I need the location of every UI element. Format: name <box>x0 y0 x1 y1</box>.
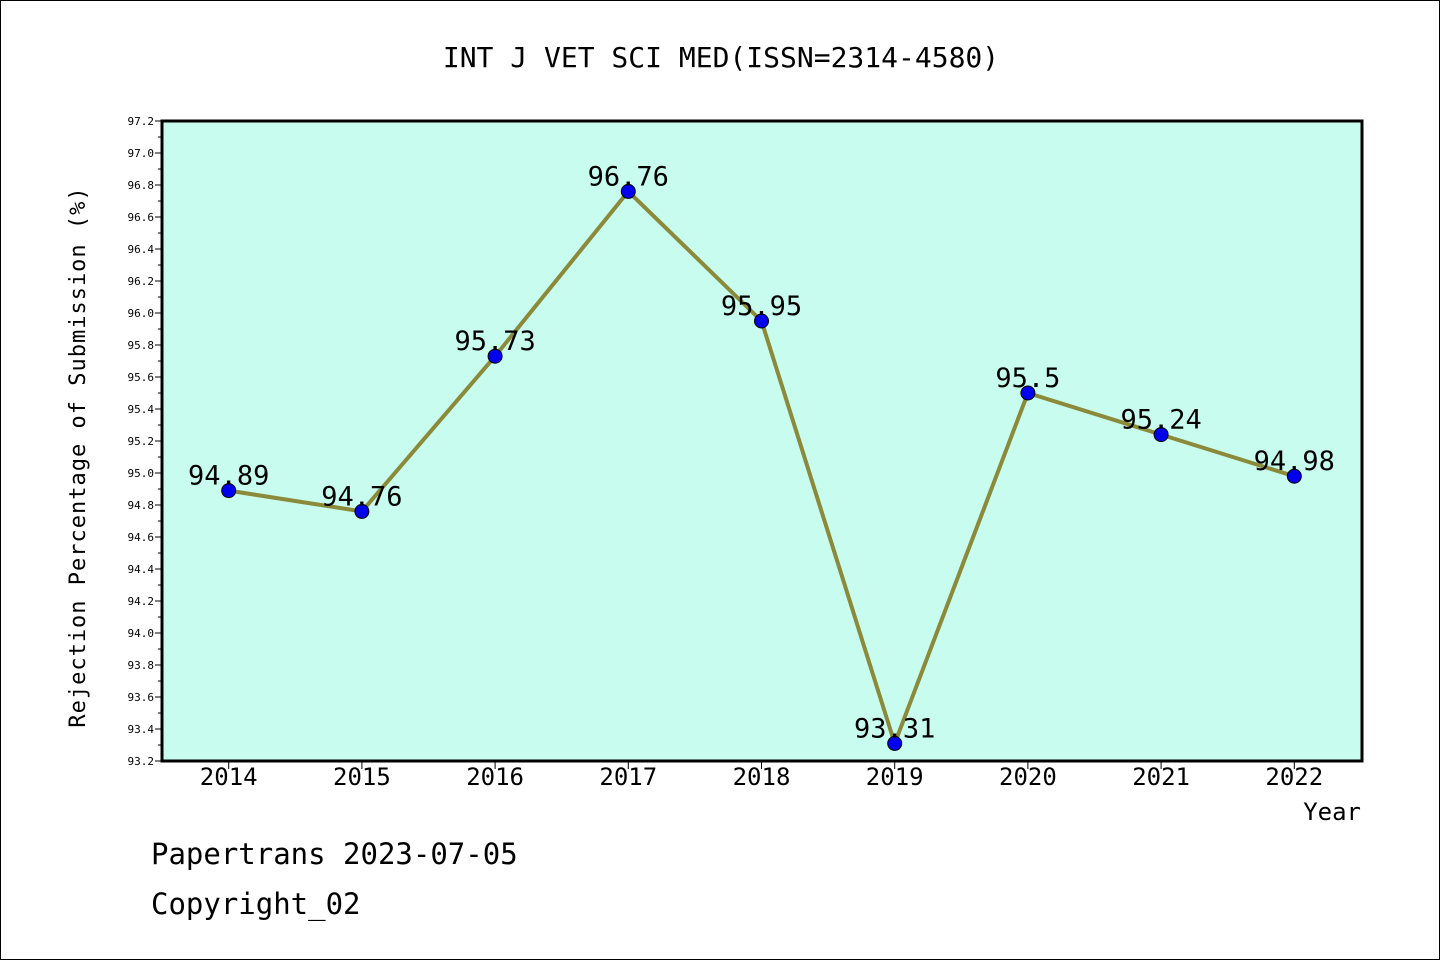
data-label: 95.5 <box>995 363 1060 394</box>
x-tick-label: 2017 <box>599 763 657 791</box>
data-label: 94.98 <box>1254 446 1335 477</box>
data-point <box>1020 385 1036 401</box>
y-axis: 93.2 93.4 93.6 93.8 94.0 94.2 94.4 94.6 94.8 95.0… <box>128 115 162 768</box>
y-tick-label: 94.2 <box>128 595 155 608</box>
data-point <box>754 313 769 329</box>
y-tick-label: 96.0 <box>128 307 155 320</box>
data-point <box>1286 468 1302 484</box>
x-tick-label: 2019 <box>866 763 924 791</box>
series-layer: 94.89 94.76 95.73 96.76 95.95 93.31 95.5 95.24 9… <box>188 161 1335 751</box>
x-tick-label: 2020 <box>999 763 1057 791</box>
y-tick-label: 94.8 <box>128 499 155 512</box>
x-axis: 2014 2015 2016 2017 2018 2019 2020 2021 2022 <box>200 761 1323 791</box>
data-point <box>1153 427 1169 443</box>
y-axis-label: Rejection Percentage of Submission (%) <box>66 186 91 727</box>
data-point <box>354 503 370 519</box>
data-point <box>487 348 503 364</box>
x-tick-label: 2022 <box>1265 763 1323 791</box>
y-tick-label: 95.2 <box>128 435 155 448</box>
y-tick-label: 94.4 <box>128 563 155 576</box>
x-tick-label: 2018 <box>733 763 791 791</box>
data-point <box>887 735 903 751</box>
y-tick-label: 96.4 <box>128 243 155 256</box>
x-tick-label: 2015 <box>333 763 391 791</box>
data-label: 93.31 <box>854 713 935 744</box>
x-tick-label: 2014 <box>200 763 258 791</box>
y-tick-label: 96.2 <box>128 275 155 288</box>
data-label: 94.89 <box>188 461 269 492</box>
y-tick-label: 93.4 <box>128 723 155 736</box>
chart-title: INT J VET SCI MED(ISSN=2314-4580) <box>443 41 999 74</box>
x-tick-label: 2016 <box>466 763 524 791</box>
y-tick-label: 96.8 <box>128 179 155 192</box>
y-tick-label: 95.4 <box>128 403 155 416</box>
y-tick-label: 95.6 <box>128 371 155 384</box>
footer-date-text: Papertrans 2023-07-05 <box>151 837 518 871</box>
data-label: 96.76 <box>588 161 669 192</box>
data-label: 95.24 <box>1120 405 1201 436</box>
y-tick-label: 94.6 <box>128 531 155 544</box>
data-point <box>221 483 237 499</box>
y-tick-label: 97.2 <box>128 115 155 128</box>
data-label: 95.73 <box>454 326 535 357</box>
y-tick-label: 95.8 <box>128 339 155 352</box>
data-label: 95.95 <box>721 291 802 322</box>
y-tick-label: 95.0 <box>128 467 155 480</box>
y-tick-label: 97.0 <box>128 147 155 160</box>
footer-copyright-text: Copyright_02 <box>151 887 361 921</box>
x-tick-label: 2021 <box>1132 763 1190 791</box>
y-tick-label: 96.6 <box>128 211 155 224</box>
y-tick-label: 93.6 <box>128 691 155 704</box>
y-tick-label: 93.8 <box>128 659 155 672</box>
y-tick-label: 93.2 <box>128 755 155 768</box>
data-label: 94.76 <box>321 481 402 512</box>
data-point <box>620 183 636 199</box>
x-axis-label: Year <box>1303 798 1361 826</box>
y-tick-label: 94.0 <box>128 627 155 640</box>
